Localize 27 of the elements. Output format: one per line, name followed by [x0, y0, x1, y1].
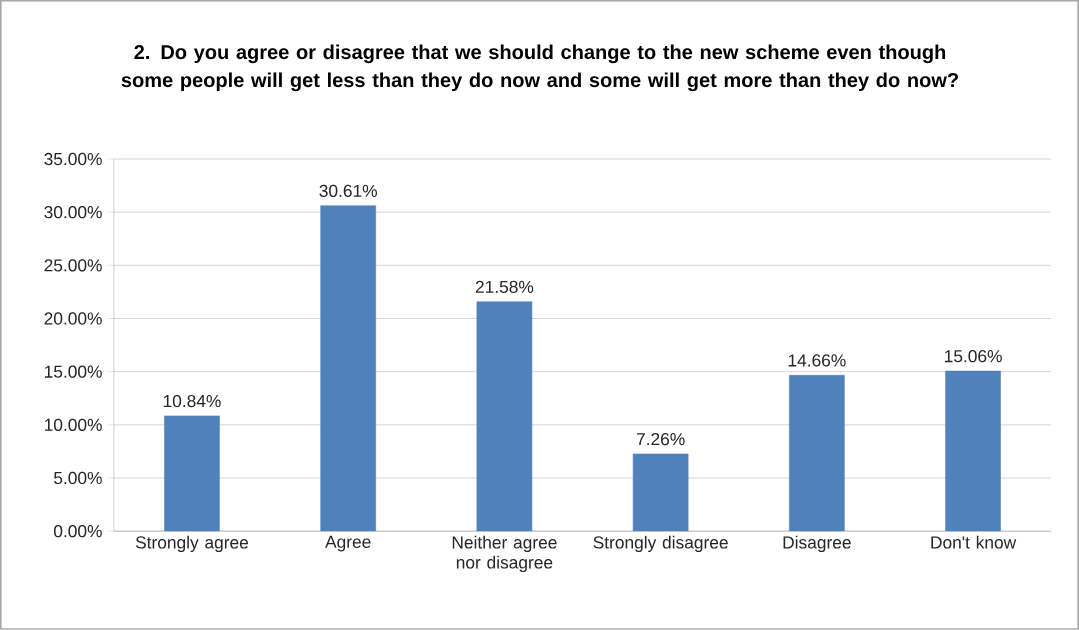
bar: [164, 415, 220, 532]
y-tick-label: 30.00%: [44, 206, 102, 219]
y-tick-label: 15.00%: [44, 365, 102, 378]
x-tick-label: Don't know: [931, 535, 1017, 549]
data-label: 21.58%: [475, 280, 534, 294]
data-label: 10.84%: [163, 394, 221, 408]
bar: [320, 205, 376, 532]
x-tick-label: Strongly agree: [135, 535, 249, 553]
x-tick-label: Strongly disagree: [593, 535, 728, 553]
data-label: 14.66%: [788, 354, 846, 367]
x-tick-label: Agree: [325, 535, 371, 552]
bar: [945, 370, 1001, 532]
x-tick-label: Neither agree nor disagree: [452, 535, 557, 573]
data-label: 7.26%: [636, 433, 685, 446]
data-label: 15.06%: [944, 350, 1002, 363]
chart-title: 2. Do you agree or disagree that we should change to the new scheme even though some people will get less than they do now and some will get more than they do now?: [121, 44, 958, 92]
bar: [789, 375, 845, 532]
y-tick-label: 5.00%: [53, 471, 102, 485]
bar: [632, 453, 689, 532]
y-tick-label: 25.00%: [44, 259, 102, 272]
y-tick-label: 20.00%: [44, 312, 102, 325]
y-tick-label: 10.00%: [44, 418, 102, 432]
y-tick-label: 35.00%: [44, 152, 102, 166]
bar: [476, 301, 533, 532]
y-tick-label: 0.00%: [53, 525, 102, 538]
data-label: 30.61%: [319, 184, 377, 198]
x-tick-label: Disagree: [783, 535, 851, 553]
